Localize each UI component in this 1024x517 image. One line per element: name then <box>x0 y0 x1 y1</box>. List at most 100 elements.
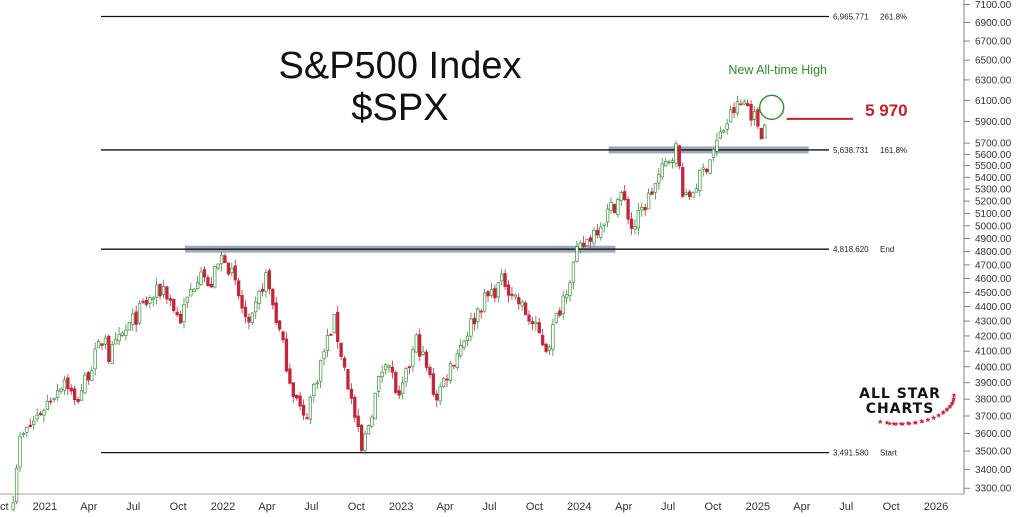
candle-body <box>281 331 285 341</box>
candle <box>489 282 494 298</box>
candle <box>674 140 678 168</box>
candle <box>602 223 606 233</box>
candle-body <box>428 366 432 376</box>
candle <box>469 312 473 342</box>
x-tick-label: Apr <box>80 501 97 513</box>
candle <box>746 99 750 107</box>
candle <box>32 415 36 430</box>
candle-body <box>660 163 664 178</box>
candle-body <box>612 203 617 214</box>
candle-body <box>240 295 244 309</box>
candle-body <box>698 169 702 192</box>
logo-star: ★ <box>951 392 957 400</box>
candle-body <box>383 364 388 371</box>
candle <box>513 293 518 301</box>
logo-star: ★ <box>931 415 936 422</box>
candle-body <box>199 271 203 285</box>
candle-body <box>322 351 326 360</box>
candle <box>277 319 282 332</box>
candle-body <box>694 188 699 193</box>
candle <box>605 203 610 228</box>
candle <box>561 290 565 320</box>
candle-body <box>189 289 193 297</box>
candle-body <box>684 192 688 195</box>
x-tick-label: 2024 <box>567 501 591 513</box>
candle <box>172 298 176 313</box>
x-tick-label: Oct <box>526 501 543 513</box>
candle <box>636 203 640 235</box>
logo-text-line1: ALL STAR <box>859 386 941 402</box>
logo-star: ★ <box>947 404 952 411</box>
all-star-charts-logo: ★ ★ ★ ★ ★ ★ ★ ★ ★ ★ ★ ★ ★ ★ ★ ★ ★ ★ ★ ★ ★ ★ ★ ★ ★ ★ ★ ★ ★ ★ ALL STAR … <box>840 368 960 428</box>
candle <box>42 408 46 423</box>
candle <box>107 334 111 365</box>
candle <box>421 345 425 357</box>
candle <box>206 274 210 287</box>
candle <box>496 282 500 303</box>
candle-body <box>575 246 579 262</box>
candle <box>25 426 29 438</box>
candle <box>342 355 347 371</box>
x-tick-label: 2026 <box>924 501 948 513</box>
candle <box>554 312 559 324</box>
candle <box>544 342 548 354</box>
candle-body <box>636 209 640 229</box>
candle-body <box>496 282 500 298</box>
candle <box>387 364 391 373</box>
candle <box>722 128 726 134</box>
candle-body <box>728 109 733 123</box>
y-tick-label: 4600.00 <box>975 274 1012 285</box>
candle-body <box>264 272 268 292</box>
y-tick-label: 3300.00 <box>975 484 1012 495</box>
candle-body <box>158 283 162 297</box>
candle <box>383 363 388 375</box>
candle-body <box>380 371 384 378</box>
candle-body <box>691 192 695 198</box>
candle <box>55 383 60 402</box>
candle-body <box>752 111 757 120</box>
candle-body <box>718 131 722 139</box>
candle <box>629 212 634 235</box>
candle <box>219 251 224 272</box>
candle <box>558 307 562 318</box>
candle <box>165 285 169 305</box>
logo-star: ★ <box>898 420 904 428</box>
candle-body <box>537 322 541 334</box>
candle <box>653 182 658 200</box>
y-tick-label: 5600.00 <box>975 150 1012 161</box>
candle-body <box>209 283 213 288</box>
candle-body <box>503 273 507 287</box>
candle-body <box>38 413 43 416</box>
candle-body <box>124 329 128 336</box>
candle <box>148 295 152 309</box>
candle <box>684 188 688 196</box>
candle <box>291 382 295 403</box>
x-tick-label: Oct <box>883 501 900 513</box>
logo-star: ★ <box>926 417 931 424</box>
candle-body <box>438 386 442 402</box>
candle-body <box>134 311 138 325</box>
candle <box>11 495 15 512</box>
candle <box>349 383 354 404</box>
logo-star: ★ <box>949 401 954 408</box>
candle-body <box>260 288 265 292</box>
logo-text-line2: CHARTS <box>865 401 935 417</box>
candle <box>114 332 118 345</box>
candle <box>14 464 19 505</box>
x-tick-label: Oct <box>348 501 365 513</box>
candle-body <box>756 109 760 127</box>
y-tick-label: 7100.00 <box>975 0 1012 11</box>
candle-body <box>83 374 87 394</box>
candle <box>479 308 483 319</box>
candle <box>52 397 56 403</box>
candle-body <box>465 335 470 341</box>
candle-body <box>363 433 367 451</box>
candle-body <box>247 316 251 323</box>
candle-body <box>739 103 743 106</box>
fib-value-label: 6,965.771 <box>833 12 869 21</box>
candle <box>517 293 521 310</box>
candle <box>120 331 125 338</box>
candle <box>202 266 207 283</box>
